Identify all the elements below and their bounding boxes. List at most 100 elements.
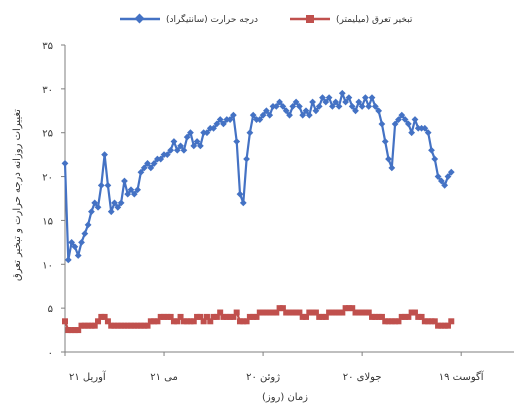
data-point	[401, 116, 409, 123]
data-point	[381, 138, 389, 145]
data-point	[127, 186, 135, 194]
y-tick-label: ۲۰	[42, 173, 53, 184]
data-point	[329, 103, 336, 110]
data-point	[348, 103, 356, 110]
data-point	[385, 155, 392, 163]
data-point	[415, 313, 422, 320]
data-point	[319, 313, 326, 320]
data-point	[273, 309, 280, 316]
data-point	[431, 155, 439, 163]
data-point	[124, 190, 132, 198]
data-point	[134, 322, 141, 329]
x-tick-label: ۲۱ می	[150, 372, 178, 383]
data-point	[342, 305, 349, 312]
data-point	[114, 322, 121, 329]
data-point	[184, 318, 191, 325]
data-point	[144, 322, 151, 329]
series-1	[62, 305, 455, 334]
data-point	[329, 309, 336, 316]
data-point	[411, 309, 418, 316]
data-point	[292, 98, 300, 106]
data-point	[68, 327, 75, 334]
data-point	[91, 322, 98, 329]
data-point	[259, 111, 267, 119]
data-point	[104, 181, 112, 189]
y-tick-label: ۵	[48, 304, 53, 315]
data-point	[434, 173, 442, 180]
data-point	[444, 322, 451, 329]
data-point	[428, 318, 435, 325]
data-point	[71, 243, 79, 251]
data-point	[154, 318, 161, 325]
data-point	[151, 318, 158, 325]
data-point	[332, 309, 339, 316]
data-point	[131, 322, 138, 329]
data-point	[345, 305, 352, 312]
data-point	[371, 103, 379, 110]
data-point	[435, 322, 442, 329]
data-point	[322, 313, 329, 320]
x-axis-title: زمان (روز)	[262, 392, 308, 403]
data-point	[243, 155, 250, 163]
legend-temperature-marker-swatch	[134, 13, 145, 24]
data-point	[187, 129, 194, 137]
data-point	[203, 129, 211, 137]
data-point	[352, 309, 359, 316]
data-point	[118, 322, 125, 329]
data-point	[183, 133, 191, 141]
data-point	[250, 313, 257, 320]
data-point	[173, 146, 181, 154]
data-point	[296, 103, 303, 110]
data-point	[395, 318, 402, 325]
data-point	[239, 199, 247, 207]
data-point	[303, 313, 310, 320]
data-point	[193, 138, 201, 145]
data-point	[213, 120, 221, 128]
data-point	[286, 111, 293, 119]
data-point	[98, 313, 105, 320]
data-point	[114, 203, 122, 211]
data-point	[421, 318, 428, 325]
data-point	[62, 318, 68, 325]
data-point	[342, 98, 350, 106]
data-point	[296, 309, 303, 316]
data-point	[286, 309, 293, 316]
data-point	[121, 177, 128, 185]
data-point	[358, 103, 366, 110]
legend-item-evapotranspiration: تبخیر تعرق (میلیمتر)	[290, 15, 413, 25]
data-point	[137, 322, 144, 329]
data-point	[81, 322, 88, 329]
data-point	[253, 313, 260, 320]
data-point	[246, 313, 253, 320]
data-point	[200, 318, 207, 325]
data-point	[279, 103, 287, 110]
y-tick-label: ۲۵	[42, 129, 53, 140]
data-point	[147, 164, 155, 172]
data-point	[404, 120, 412, 128]
data-point	[349, 305, 356, 312]
data-point	[236, 190, 244, 198]
data-point	[101, 151, 108, 159]
data-point	[190, 142, 198, 150]
series-layer	[61, 89, 455, 334]
data-point	[316, 313, 323, 320]
data-point	[97, 181, 105, 189]
data-point	[170, 138, 178, 145]
data-point	[345, 94, 353, 102]
data-point	[272, 103, 280, 110]
data-point	[75, 327, 82, 334]
x-tick-label: ۱۹ آگوست	[439, 370, 485, 383]
data-point	[418, 313, 425, 320]
data-point	[71, 327, 78, 334]
data-point	[137, 168, 145, 176]
data-point	[180, 318, 187, 325]
data-point	[121, 322, 128, 329]
data-point	[210, 124, 217, 132]
data-point	[236, 318, 243, 325]
data-point	[260, 309, 267, 316]
data-point	[140, 164, 148, 172]
data-point	[170, 318, 177, 325]
x-tick-label: ۲۱ آوریل	[69, 370, 107, 383]
data-point	[385, 318, 392, 325]
